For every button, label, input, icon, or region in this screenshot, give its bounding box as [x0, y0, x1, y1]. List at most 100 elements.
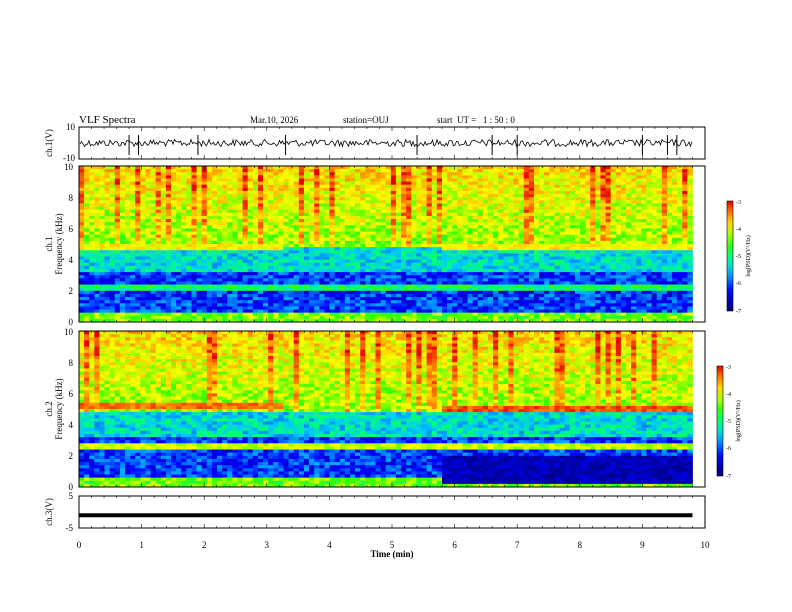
spectrogram-cell — [482, 287, 489, 292]
spectrogram-cell — [165, 215, 172, 220]
spectrogram-cell — [498, 225, 504, 229]
spectrogram-cell — [395, 234, 402, 239]
spectrogram-cell — [554, 209, 560, 214]
spectrogram-cell — [319, 244, 325, 248]
spectrogram-cell — [462, 287, 468, 292]
spectrogram-cell — [237, 278, 243, 282]
spectrogram-cell — [171, 190, 177, 195]
spectrogram-cell — [135, 194, 141, 198]
spectrogram-cell — [252, 228, 259, 232]
spectrogram-cell — [411, 219, 417, 223]
spectrogram-cell — [130, 250, 136, 254]
spectrogram-cell — [196, 244, 203, 248]
spectrogram-cell — [452, 284, 458, 289]
spectrogram-cell — [482, 237, 489, 242]
spectrogram-cell — [344, 268, 351, 273]
spectrogram-cell — [539, 184, 545, 189]
spectrogram-cell — [498, 194, 504, 198]
spectrogram-cell — [247, 225, 254, 229]
spectrogram-cell — [165, 287, 172, 292]
spectrogram-cell — [406, 206, 412, 211]
spectrogram-cell — [416, 169, 422, 173]
spectrogram-cell — [278, 265, 284, 270]
spectrogram-cell — [303, 303, 310, 307]
spectrogram-cell — [457, 312, 463, 317]
spectrogram-cell — [498, 318, 504, 323]
spectrogram-cell — [119, 240, 126, 245]
spectrogram-cell — [395, 278, 402, 282]
spectrogram-cell — [114, 293, 121, 298]
spectrogram-cell — [130, 278, 136, 282]
spectrogram-cell — [416, 219, 422, 223]
spectrogram-cell — [416, 244, 422, 248]
spectrogram-cell — [288, 256, 295, 260]
spectrogram-cell — [84, 312, 90, 317]
spectrogram-cell — [498, 303, 504, 307]
spectrogram-cell — [390, 318, 397, 323]
spectrogram-cell — [452, 253, 458, 257]
spectrogram-cell — [487, 215, 494, 220]
spectrogram-cell — [457, 315, 463, 320]
spectrogram-cell — [89, 297, 95, 301]
spectrogram-cell — [298, 284, 305, 289]
spectrogram-cell — [283, 268, 289, 273]
spectrogram-cell — [79, 209, 85, 214]
spectrogram-cell — [232, 231, 238, 236]
spectrogram-cell — [482, 234, 489, 239]
spectrogram-cell — [339, 187, 346, 192]
spectrogram-cell — [324, 293, 330, 298]
spectrogram-cell — [165, 278, 172, 282]
spectrogram-cell — [416, 281, 422, 285]
spectrogram-cell — [114, 228, 121, 232]
spectrogram-cell — [119, 250, 126, 254]
spectrogram-cell — [554, 240, 560, 245]
spectrogram-cell — [165, 240, 172, 245]
spectrogram-cell — [360, 237, 366, 242]
spectrogram-cell — [380, 187, 387, 192]
spectrogram-cell — [247, 203, 254, 207]
spectrogram-cell — [283, 309, 289, 314]
spectrogram-cell — [452, 225, 458, 229]
spectrogram-cell — [206, 303, 213, 307]
spectrogram-cell — [574, 187, 581, 192]
spectrogram-cell — [252, 287, 259, 292]
spectrogram-cell — [196, 250, 203, 254]
spectrogram-cell — [309, 278, 315, 282]
spectrogram-cell — [370, 290, 376, 295]
spectrogram-cell — [564, 187, 571, 192]
spectrogram-cell — [518, 300, 525, 304]
spectrogram-cell — [508, 190, 514, 195]
spectrogram-cell — [390, 184, 397, 189]
spectrogram-cell — [462, 222, 468, 226]
spectrogram-cell — [273, 228, 279, 232]
spectrogram-cell — [89, 184, 95, 189]
spectrogram-cell — [247, 219, 254, 223]
spectrogram-cell — [109, 206, 116, 211]
spectrogram-cell — [222, 309, 228, 314]
spectrogram-cell — [206, 256, 213, 260]
spectrogram-cell — [498, 262, 504, 267]
spectrogram-cell — [242, 275, 249, 279]
spectrogram-cell — [247, 166, 254, 170]
spectrogram-cell — [165, 212, 172, 217]
spectrogram-cell — [365, 219, 371, 223]
spectrogram-cell — [416, 303, 422, 307]
spectrogram-cell — [344, 303, 351, 307]
spectrogram-cell — [457, 166, 463, 170]
spectrogram-cell — [303, 200, 310, 204]
spectrogram-cell — [171, 219, 177, 223]
spectrogram-cell — [319, 237, 325, 242]
spectrogram-cell — [462, 284, 468, 289]
spectrogram-cell — [487, 225, 494, 229]
spectrogram-cell — [534, 247, 540, 251]
spectrogram-cell — [303, 262, 310, 267]
spectrogram-cell — [329, 212, 336, 217]
spectrogram-cell — [257, 300, 264, 304]
spectrogram-cell — [186, 315, 192, 320]
spectrogram-cell — [252, 231, 259, 236]
spectrogram-cell — [165, 293, 172, 298]
spectrogram-cell — [84, 225, 90, 229]
spectrogram-cell — [580, 166, 586, 170]
spectrogram-cell — [217, 250, 223, 254]
spectrogram-cell — [206, 312, 213, 317]
